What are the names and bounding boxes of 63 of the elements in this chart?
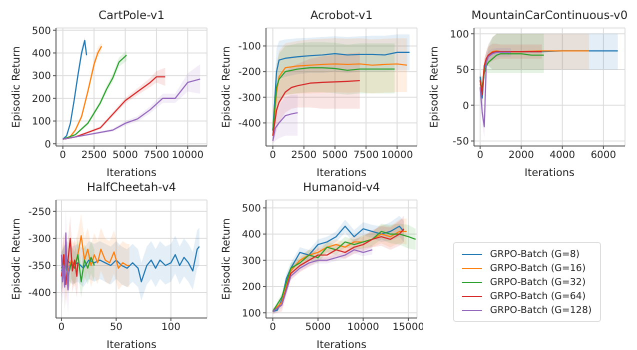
x-tick-label: 10000 [381, 150, 414, 162]
x-tick-label: 6000 [590, 150, 616, 162]
y-tick-label: 300 [242, 256, 261, 267]
y-axis-title: Episodic Return [10, 218, 23, 300]
y-tick-label: 500 [242, 203, 261, 214]
chart-title: Acrobot-v1 [310, 8, 373, 24]
x-tick-label: 7500 [353, 150, 379, 162]
y-axis-title: Episodic Return [428, 46, 441, 128]
chart-title: HalfCheetah-v4 [86, 180, 176, 196]
x-axis-title: Iterations [316, 167, 367, 179]
y-tick-label: -400 [238, 118, 261, 130]
x-axis-title: Iterations [106, 339, 157, 350]
y-tick-label: 0 [462, 100, 469, 112]
y-tick-label: 500 [32, 26, 51, 37]
legend-label: GRPO-Batch (G=64) [490, 290, 586, 302]
x-axis-title: Iterations [316, 339, 367, 350]
x-tick-label: 5000 [305, 322, 331, 334]
legend-label: GRPO-Batch (G=32) [490, 276, 586, 288]
y-tick-label: -100 [238, 42, 261, 53]
y-tick-label: -300 [238, 92, 261, 104]
x-axis-title: Iterations [106, 167, 157, 179]
x-tick-label: 10000 [347, 322, 380, 334]
y-tick-label: -300 [28, 234, 51, 245]
y-tick-label: -400 [28, 288, 51, 300]
x-tick-label: 0 [476, 150, 484, 162]
x-tick-label: 0 [270, 150, 276, 162]
y-axis-title: Episodic Return [220, 218, 233, 300]
y-tick-label: 100 [32, 116, 51, 128]
x-tick-label: 50 [110, 322, 123, 334]
x-tick-label: 0 [270, 322, 276, 334]
y-tick-label: 100 [242, 308, 261, 320]
legend-label: GRPO-Batch (G=16) [490, 262, 586, 274]
y-tick-label: 0 [44, 139, 51, 150]
x-tick-label: 2000 [508, 150, 534, 162]
y-tick-label: -200 [238, 67, 261, 78]
x-tick-label: 100 [161, 322, 180, 334]
y-tick-label: -50 [452, 136, 469, 148]
y-tick-label: -250 [28, 206, 51, 218]
x-tick-label: 0 [58, 322, 65, 334]
x-tick-label: 10000 [172, 150, 204, 162]
x-tick-label: 7500 [144, 150, 170, 162]
y-axis-title: Episodic Return [220, 46, 233, 128]
x-tick-label: 0 [60, 150, 66, 162]
chart-title: CartPole-v1 [98, 8, 165, 24]
x-tick-label: 2500 [81, 150, 107, 162]
chart-title: Humanoid-v4 [303, 180, 380, 196]
y-tick-label: 400 [242, 230, 261, 241]
y-tick-label: 200 [242, 282, 261, 294]
x-tick-label: 2500 [291, 150, 317, 162]
x-tick-label: 5000 [322, 150, 348, 162]
y-tick-label: 50 [456, 65, 469, 76]
y-tick-label: 100 [450, 29, 469, 40]
y-tick-label: 300 [32, 71, 51, 82]
x-tick-label: 4000 [550, 150, 576, 162]
y-axis-title: Episodic Return [10, 46, 23, 128]
x-axis-title: Iterations [524, 167, 575, 179]
legend-label: GRPO-Batch (G=8) [490, 248, 580, 260]
x-tick-label: 5000 [112, 150, 138, 162]
y-tick-label: -350 [28, 261, 51, 272]
legend-label: GRPO-Batch (G=128) [490, 304, 592, 316]
y-tick-label: 200 [32, 94, 51, 105]
chart-title: MountainCarContinuous-v0 [471, 8, 628, 24]
y-tick-label: 400 [32, 48, 51, 60]
